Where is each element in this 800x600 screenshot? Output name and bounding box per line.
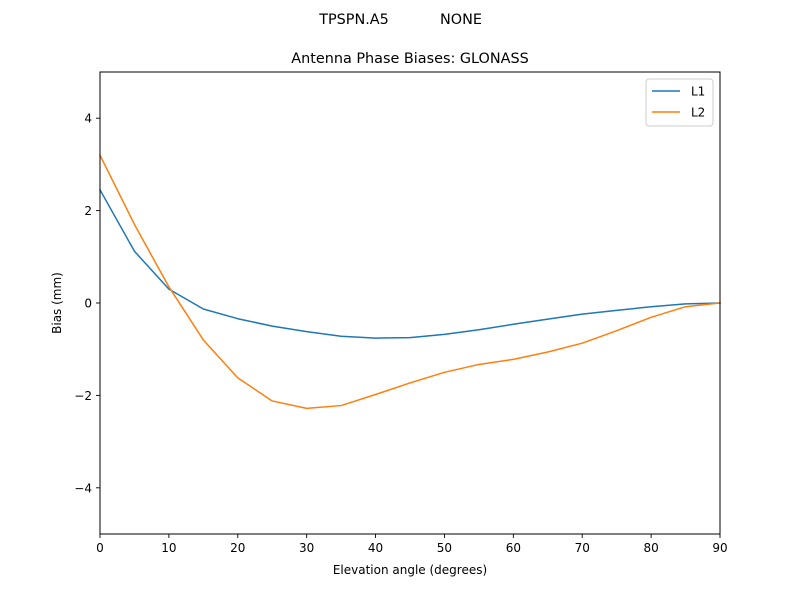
x-tick-label: 50 bbox=[437, 541, 452, 555]
y-tick-label: 2 bbox=[84, 204, 92, 218]
x-tick-label: 40 bbox=[368, 541, 383, 555]
series-layer bbox=[98, 154, 721, 410]
x-tick-label: 20 bbox=[230, 541, 245, 555]
y-tick-label: −4 bbox=[74, 481, 92, 495]
x-tick-label: 30 bbox=[299, 541, 314, 555]
antenna-name: TPSPN.A5 bbox=[318, 12, 389, 28]
x-tick-label: 70 bbox=[575, 541, 590, 555]
y-tick-label: 4 bbox=[84, 112, 92, 126]
y-axis-ticks: −4 −2 0 2 4 bbox=[74, 112, 100, 495]
x-tick-label: 90 bbox=[712, 541, 727, 555]
x-tick-label: 10 bbox=[161, 541, 176, 555]
legend-label-l1: L1 bbox=[691, 85, 705, 99]
x-axis-label: Elevation angle (degrees) bbox=[333, 563, 487, 577]
x-axis-ticks: 0 10 20 30 40 50 60 70 80 90 bbox=[96, 534, 728, 555]
x-tick-label: 0 bbox=[96, 541, 104, 555]
legend-label-l2: L2 bbox=[691, 106, 705, 120]
x-tick-label: 60 bbox=[506, 541, 521, 555]
series-line-l2 bbox=[98, 154, 721, 410]
x-tick-label: 80 bbox=[643, 541, 658, 555]
chart-title: Antenna Phase Biases: GLONASS bbox=[291, 51, 528, 67]
series-line-l1 bbox=[98, 188, 721, 339]
y-tick-label: −2 bbox=[74, 389, 92, 403]
y-tick-label: 0 bbox=[84, 297, 92, 311]
radome-name: NONE bbox=[440, 12, 482, 28]
legend: L1 L2 bbox=[645, 78, 714, 127]
plot-area bbox=[98, 71, 721, 535]
y-axis-label: Bias (mm) bbox=[50, 272, 64, 334]
